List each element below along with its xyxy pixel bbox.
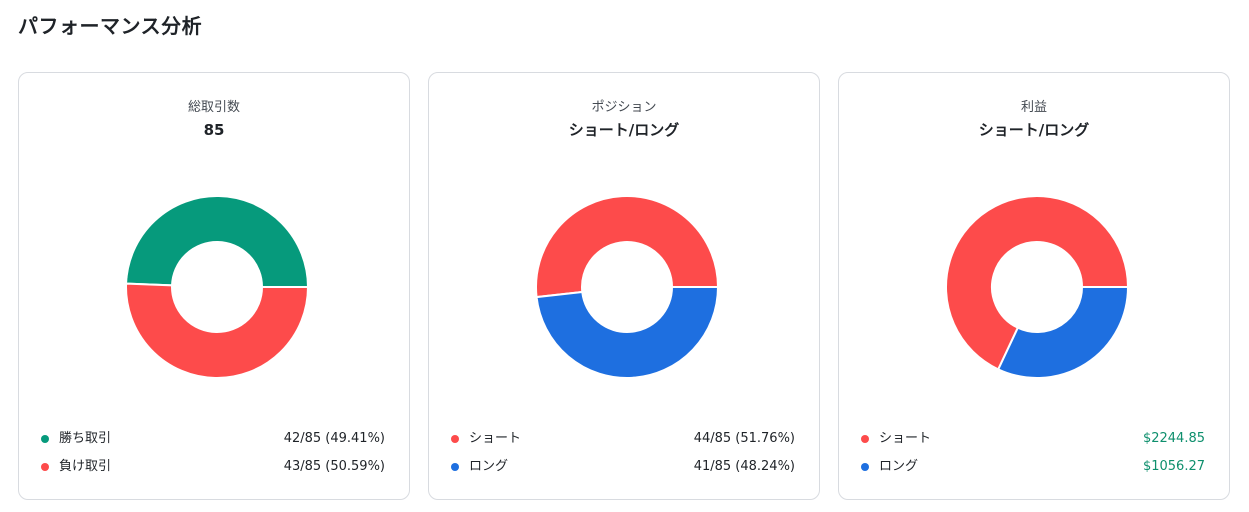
donut-slice-0[interactable] [535, 195, 719, 299]
legend-dot-icon [451, 463, 459, 471]
legend-dot-icon [41, 463, 49, 471]
legend-item-loss[interactable]: 負け取引 43/85 (50.59%) [41, 457, 385, 485]
position-card: ポジション ショート/ロング ショート 44/85 (51.76%) ロング 4… [428, 72, 820, 500]
legend-label: ショート [879, 431, 932, 446]
card-label: 利益 [1020, 100, 1047, 115]
legend-item-short[interactable]: ショート $2244.85 [861, 429, 1205, 457]
legend-item-short[interactable]: ショート 44/85 (51.76%) [451, 429, 795, 457]
donut-slice-1[interactable] [996, 286, 1129, 379]
card-label: 総取引数 [187, 100, 240, 115]
legend-item-win[interactable]: 勝ち取引 42/85 (49.41%) [41, 429, 385, 457]
chart-legend: ショート 44/85 (51.76%) ロング 41/85 (48.24%) [451, 429, 795, 485]
donut-slice-0[interactable] [125, 195, 309, 288]
legend-value: 41/85 (48.24%) [693, 459, 795, 474]
donut-slice-0[interactable] [945, 195, 1129, 371]
legend-item-long[interactable]: ロング $1056.27 [861, 457, 1205, 485]
legend-value: $1056.27 [1142, 459, 1205, 474]
legend-item-long[interactable]: ロング 41/85 (48.24%) [451, 457, 795, 485]
card-value: ショート/ロング [568, 121, 680, 139]
legend-label: ロング [879, 459, 919, 474]
legend-value: 44/85 (51.76%) [693, 431, 795, 446]
card-value: 85 [203, 121, 225, 139]
total-trades-card: 総取引数 85 勝ち取引 42/85 (49.41%) 負け取引 43/85 (… [18, 72, 410, 500]
legend-label: 負け取引 [59, 459, 112, 474]
legend-label: ロング [469, 459, 509, 474]
performance-cards: 総取引数 85 勝ち取引 42/85 (49.41%) 負け取引 43/85 (… [18, 72, 1233, 502]
position-donut-chart[interactable] [535, 195, 719, 379]
legend-value: $2244.85 [1142, 431, 1205, 446]
legend-dot-icon [861, 463, 869, 471]
card-label: ポジション [591, 100, 657, 115]
legend-value: 43/85 (50.59%) [283, 459, 385, 474]
legend-label: ショート [469, 431, 522, 446]
legend-dot-icon [451, 435, 459, 443]
profit-card: 利益 ショート/ロング ショート $2244.85 ロング $1056.27 [838, 72, 1230, 500]
page-title: パフォーマンス分析 [18, 14, 203, 38]
donut-slice-1[interactable] [535, 286, 719, 379]
card-header: 総取引数 85 [19, 99, 409, 141]
win-loss-donut-chart[interactable] [125, 195, 309, 379]
legend-value: 42/85 (49.41%) [283, 431, 385, 446]
card-value: ショート/ロング [978, 121, 1090, 139]
profit-donut-chart[interactable] [945, 195, 1129, 379]
chart-legend: ショート $2244.85 ロング $1056.27 [861, 429, 1205, 485]
chart-legend: 勝ち取引 42/85 (49.41%) 負け取引 43/85 (50.59%) [41, 429, 385, 485]
legend-dot-icon [41, 435, 49, 443]
card-header: 利益 ショート/ロング [839, 99, 1229, 141]
legend-dot-icon [861, 435, 869, 443]
donut-slice-1[interactable] [125, 282, 309, 379]
legend-label: 勝ち取引 [59, 431, 112, 446]
card-header: ポジション ショート/ロング [429, 99, 819, 141]
